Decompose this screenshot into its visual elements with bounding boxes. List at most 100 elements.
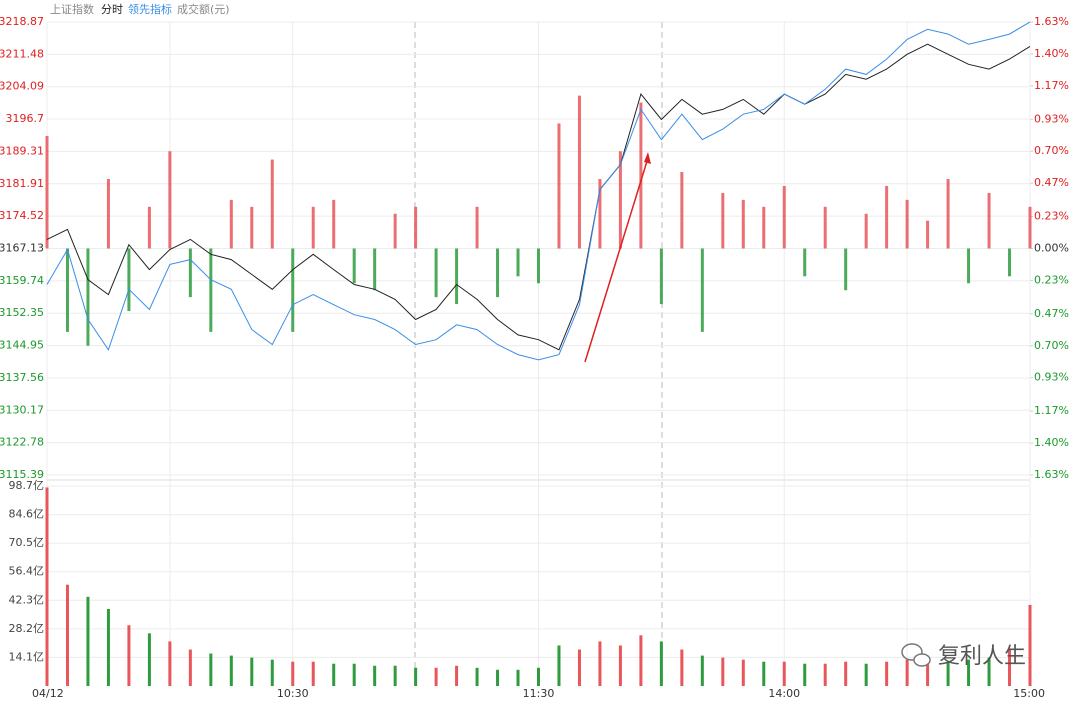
y-tick-label: 3189.31 xyxy=(0,144,44,157)
indicator-bar xyxy=(393,213,397,249)
volume-bar xyxy=(659,641,663,686)
volume-bar xyxy=(168,641,172,686)
indicator-bar xyxy=(1008,248,1012,277)
y-tick-label: 3130.17 xyxy=(0,403,44,416)
volume-bar xyxy=(332,663,336,686)
volume-bar xyxy=(65,584,69,686)
volume-bar xyxy=(455,665,459,686)
y-tick-label: 3211.48 xyxy=(0,47,44,60)
y-tick-label: 3115.39 xyxy=(0,468,44,481)
y2-tick-label: 1.63% xyxy=(1034,15,1069,28)
volume-bar xyxy=(45,487,49,686)
indicator-bar xyxy=(967,248,971,284)
indicator-bar xyxy=(86,248,90,346)
y-tick-label: 3196.7 xyxy=(6,112,45,125)
x-tick-label: 15:00 xyxy=(1013,687,1045,700)
volume-bar xyxy=(639,635,643,686)
y2-tick-label: 1.40% xyxy=(1034,436,1069,449)
volume-bar xyxy=(803,663,807,686)
indicator-bar xyxy=(823,206,827,249)
volume-bar xyxy=(823,663,827,686)
volume-bar xyxy=(864,663,868,686)
volume-bar xyxy=(270,659,274,686)
indicator-bar xyxy=(229,199,233,249)
indicator-bar xyxy=(680,172,684,249)
indicator-bar xyxy=(168,151,172,249)
volume-bar xyxy=(844,661,848,686)
volume-tick-label: 28.2亿 xyxy=(9,622,45,635)
indicator-bar xyxy=(496,248,500,298)
y-tick-label: 3167.13 xyxy=(0,242,44,255)
volume-bar xyxy=(1028,604,1032,686)
volume-bar xyxy=(250,657,254,686)
indicator-bar xyxy=(332,199,336,249)
tab-time[interactable]: 分时 xyxy=(101,3,123,16)
annotation-arrowhead xyxy=(644,152,651,164)
y2-tick-label: 0.70% xyxy=(1034,339,1069,352)
y-tick-label: 3174.52 xyxy=(0,209,44,222)
indicator-bar xyxy=(455,248,459,305)
x-tick-label: 10:30 xyxy=(277,687,309,700)
y-tick-label: 3144.95 xyxy=(0,339,44,352)
tab-lead[interactable]: 领先指标 xyxy=(128,2,172,16)
indicator-bar xyxy=(885,185,889,249)
volume-tick-label: 84.6亿 xyxy=(9,508,45,521)
indicator-bar xyxy=(475,206,479,249)
indicator-bar xyxy=(270,159,274,249)
y2-tick-label: 1.17% xyxy=(1034,404,1069,417)
volume-bar xyxy=(393,665,397,686)
y2-tick-label: 0.47% xyxy=(1034,176,1069,189)
indicator-bar xyxy=(905,199,909,249)
volume-bar xyxy=(967,659,971,686)
indicator-bar xyxy=(557,123,561,249)
y2-tick-label: 1.63% xyxy=(1034,468,1069,481)
volume-bar xyxy=(680,649,684,686)
price-line xyxy=(46,21,1031,361)
volume-bar xyxy=(475,667,479,686)
volume-bar xyxy=(86,596,90,686)
y2-tick-label: 0.47% xyxy=(1034,307,1069,320)
watermark: 复利人生 xyxy=(938,644,1026,669)
volume-bar xyxy=(209,653,213,686)
indicator-bar xyxy=(721,192,725,249)
volume-bar xyxy=(414,667,418,686)
indicator-bar xyxy=(106,179,110,249)
y-tick-label: 3218.87 xyxy=(0,15,44,28)
tab-index[interactable]: 上证指数 xyxy=(50,2,94,16)
y-tick-label: 3159.74 xyxy=(0,274,44,287)
volume-bar xyxy=(434,667,438,686)
volume-bar xyxy=(229,655,233,686)
indicator-bar xyxy=(700,248,704,332)
annotation-arrow xyxy=(584,157,649,363)
y2-tick-label: 0.93% xyxy=(1034,371,1069,384)
indicator-bar xyxy=(188,248,192,298)
y-tick-label: 3152.35 xyxy=(0,306,44,319)
indicator-bar xyxy=(45,135,49,249)
y-tick-label: 3181.91 xyxy=(0,177,44,190)
volume-tick-label: 98.7亿 xyxy=(9,479,45,492)
indicator-bar xyxy=(147,206,151,249)
volume-bar xyxy=(291,661,295,686)
indicator-bar xyxy=(414,206,418,249)
indicator-bar xyxy=(803,248,807,277)
volume-bar xyxy=(885,661,889,686)
indicator-bar xyxy=(741,199,745,249)
indicator-bar xyxy=(987,192,991,249)
y2-tick-label: 0.23% xyxy=(1034,273,1069,286)
indicator-bar xyxy=(1028,206,1032,249)
tab-amount[interactable]: 成交额(元) xyxy=(177,2,230,16)
volume-tick-label: 42.3亿 xyxy=(9,593,45,606)
indicator-bar xyxy=(659,248,663,305)
indicator-bar xyxy=(946,179,950,249)
volume-bar xyxy=(721,657,725,686)
volume-bar xyxy=(700,655,704,686)
indicator-bar xyxy=(65,248,69,332)
volume-bar xyxy=(618,645,622,686)
indicator-bar xyxy=(618,151,622,249)
x-tick-label: 04/12 xyxy=(32,687,64,700)
volume-tick-label: 56.4亿 xyxy=(9,565,45,578)
indicator-bar xyxy=(352,248,356,284)
indicator-bar xyxy=(598,179,602,249)
price-line xyxy=(46,43,1031,351)
